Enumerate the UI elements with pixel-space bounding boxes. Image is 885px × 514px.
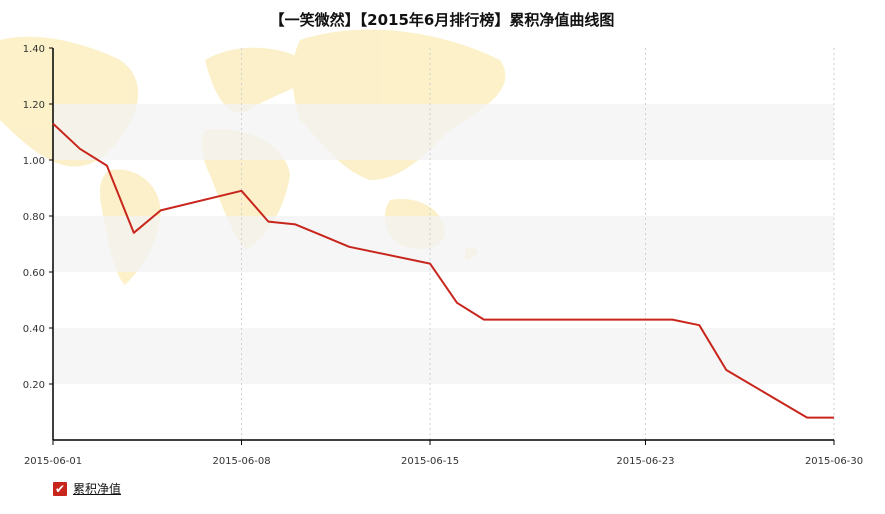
x-tick-label: 2015-06-30	[805, 456, 863, 467]
grid-band	[53, 328, 834, 384]
y-tick-label: 0.20	[23, 380, 45, 391]
series-line	[52, 122, 834, 419]
y-tick-label: 0.40	[23, 324, 45, 335]
legend[interactable]: ✔ 累积净值	[53, 480, 121, 497]
x-axis-ticks: 2015-06-01 2015-06-08 2015-06-15 2015-06-23…	[24, 440, 863, 467]
legend-label[interactable]: 累积净值	[73, 482, 122, 496]
y-tick-label: 1.00	[23, 156, 45, 167]
check-icon[interactable]: ✔	[53, 481, 67, 496]
y-tick-label: 0.80	[23, 212, 45, 223]
x-tick-label: 2015-06-08	[212, 456, 270, 467]
x-tick-label: 2015-06-15	[401, 456, 459, 467]
y-tick-label: 0.60	[23, 268, 45, 279]
y-axis-ticks: 0.20 0.40 0.60 0.80 1.00 1.20 1.40	[23, 44, 53, 391]
grid-band	[53, 216, 834, 272]
grid-band	[53, 104, 834, 160]
vertical-grid-lines	[241, 48, 835, 440]
y-tick-label: 1.40	[23, 44, 45, 55]
x-tick-label: 2015-06-01	[24, 456, 82, 467]
series-layer	[52, 122, 834, 419]
grid-bands	[53, 104, 834, 384]
chart-title: 【一笑微然】【2015年6月排行榜】累积净值曲线图	[270, 11, 615, 29]
y-tick-label: 1.20	[23, 100, 45, 111]
x-tick-label: 2015-06-23	[616, 456, 674, 467]
